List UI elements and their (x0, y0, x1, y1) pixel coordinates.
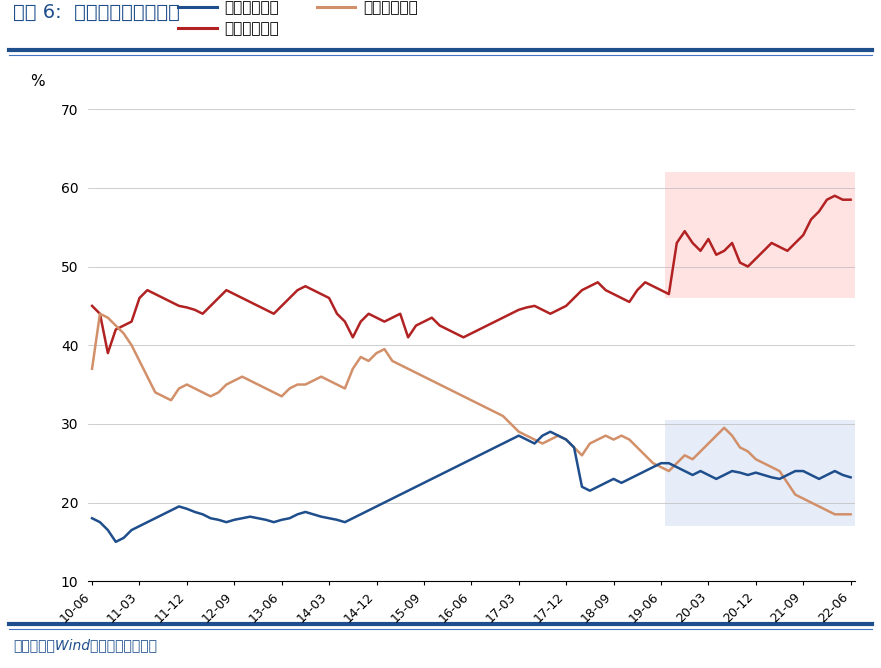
Text: 资料来源：Wind，国盛证券研究所: 资料来源：Wind，国盛证券研究所 (13, 639, 157, 653)
Bar (665, 420, 855, 526)
Text: 图表 6:  居民储蓄意愿创新高: 图表 6: 居民储蓄意愿创新高 (13, 3, 180, 22)
Text: %: % (31, 73, 45, 89)
Bar (665, 172, 855, 298)
Legend: 更多消费占比, 更多储蓄占比, 更多投资占比: 更多消费占比, 更多储蓄占比, 更多投资占比 (173, 0, 424, 42)
